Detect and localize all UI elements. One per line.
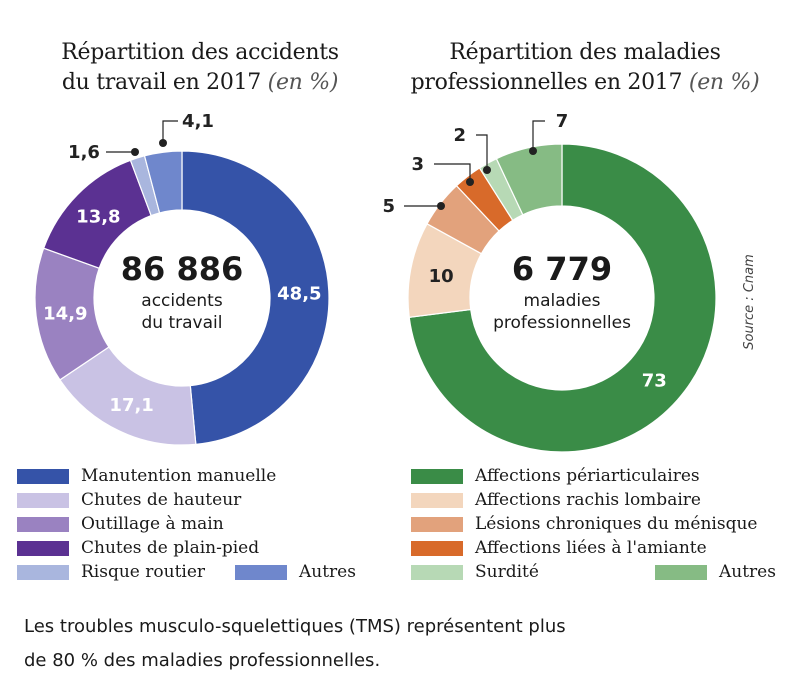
legend-label: Autres xyxy=(719,562,776,582)
chart-title-maladies: Répartition des maladies professionnelle… xyxy=(385,38,785,98)
title-unit: (en %) xyxy=(688,70,760,95)
slice-label-4: 1,6 xyxy=(68,142,100,163)
legend-item: Manutention manuelle xyxy=(17,464,276,488)
slice-label-1: 17,1 xyxy=(109,395,153,416)
legend-item: Affections liées à l'amiante xyxy=(411,536,707,560)
slice-label-0: 48,5 xyxy=(277,283,321,304)
slice-0 xyxy=(408,143,717,453)
legend-label: Risque routier xyxy=(81,562,206,582)
callout-line-5 xyxy=(532,120,545,151)
legend-item: Autres xyxy=(655,560,776,584)
slice-label-2: 5 xyxy=(382,196,395,217)
legend-item: Affections périarticulaires xyxy=(411,464,700,488)
title-line-1: Répartition des accidents xyxy=(61,40,339,65)
callout-dot-3 xyxy=(466,178,474,186)
legend-swatch xyxy=(411,516,463,532)
callout-dot-2 xyxy=(437,202,445,210)
title-year: du travail en 2017 xyxy=(61,70,261,95)
legend-swatch xyxy=(235,564,287,580)
legend-swatch xyxy=(17,516,69,532)
center-label-line-0: maladies xyxy=(524,291,601,311)
footnote-line-1: Les troubles musculo-squelettiques (TMS)… xyxy=(24,616,566,637)
legend-label: Outillage à main xyxy=(81,514,224,534)
source-label: Source : Cnam xyxy=(742,254,757,350)
callout-line-4 xyxy=(476,134,488,170)
legend-item: Autres xyxy=(235,560,356,584)
legend-item: Surdité xyxy=(411,560,539,584)
legend-swatch xyxy=(17,564,69,580)
center-value: 86 886 xyxy=(121,250,243,288)
legend-swatch xyxy=(655,564,707,580)
legend-label: Manutention manuelle xyxy=(81,466,277,486)
title-line-2: du travail en 2017 (en %) xyxy=(0,68,400,98)
legend-label: Affections périarticulaires xyxy=(475,466,700,486)
center-label-line-1: du travail xyxy=(142,313,223,333)
legend-label: Lésions chroniques du ménisque xyxy=(475,514,758,534)
legend-label: Chutes de plain-pied xyxy=(81,538,260,558)
legend-item: Chutes de plain-pied xyxy=(17,536,259,560)
slice-label-1: 10 xyxy=(429,266,454,287)
legend-label: Chutes de hauteur xyxy=(81,490,242,510)
legend-label: Affections liées à l'amiante xyxy=(475,538,707,558)
callout-line-5 xyxy=(162,120,178,143)
slice-0 xyxy=(181,150,330,446)
slice-label-3: 13,8 xyxy=(76,206,120,227)
callout-dot-4 xyxy=(131,148,139,156)
legend-item: Outillage à main xyxy=(17,512,224,536)
callout-line-3 xyxy=(434,163,471,182)
legend-label: Autres xyxy=(299,562,356,582)
callout-dot-5 xyxy=(159,139,167,147)
center-label-line-0: accidents xyxy=(141,291,223,311)
legend-swatch xyxy=(411,492,463,508)
legend-swatch xyxy=(17,468,69,484)
legend-label: Affections rachis lombaire xyxy=(475,490,701,510)
slice-label-3: 3 xyxy=(411,154,424,175)
title-line-1: Répartition des maladies xyxy=(449,40,721,65)
slice-label-4: 2 xyxy=(453,125,466,146)
legend-item: Risque routier xyxy=(17,560,205,584)
slice-5 xyxy=(143,150,183,214)
slice-label-5: 7 xyxy=(556,111,569,132)
footnote-line-2: de 80 % des maladies professionnelles. xyxy=(24,650,381,671)
center-label-line-1: professionnelles xyxy=(493,313,631,333)
title-year: professionnelles en 2017 xyxy=(410,70,683,95)
legend-swatch xyxy=(411,540,463,556)
center-value: 6 779 xyxy=(512,250,612,288)
slice-label-5: 4,1 xyxy=(182,111,214,132)
callout-dot-5 xyxy=(529,147,537,155)
donut-accidents: 48,5 17,1 14,9 13,8 1,6 4,1 86 886 accidentsdu … xyxy=(34,111,330,446)
legend-swatch xyxy=(17,492,69,508)
slice-label-0: 73 xyxy=(642,370,667,391)
title-unit: (en %) xyxy=(267,70,339,95)
legend-label: Surdité xyxy=(475,562,539,582)
legend-swatch xyxy=(411,468,463,484)
legend-item: Affections rachis lombaire xyxy=(411,488,701,512)
chart-title-accidents: Répartition des accidents du travail en … xyxy=(0,38,400,98)
legend-swatch xyxy=(17,540,69,556)
callout-dot-4 xyxy=(483,166,491,174)
footnote: Les troubles musculo-squelettiques (TMS)… xyxy=(24,610,744,678)
legend-item: Lésions chroniques du ménisque xyxy=(411,512,757,536)
legend-swatch xyxy=(411,564,463,580)
slice-label-2: 14,9 xyxy=(43,303,87,324)
legend-item: Chutes de hauteur xyxy=(17,488,241,512)
slice-5 xyxy=(495,143,563,216)
title-line-2: professionnelles en 2017 (en %) xyxy=(385,68,785,98)
